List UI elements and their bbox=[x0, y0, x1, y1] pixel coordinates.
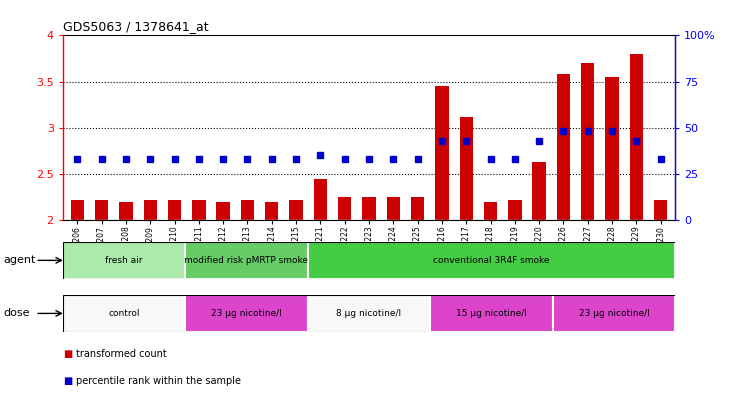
Bar bbox=[185, 242, 308, 279]
Text: 15 μg nicotine/l: 15 μg nicotine/l bbox=[456, 309, 527, 318]
Text: agent: agent bbox=[4, 255, 36, 265]
Bar bbox=[508, 200, 522, 220]
Text: 23 μg nicotine/l: 23 μg nicotine/l bbox=[579, 309, 649, 318]
Text: ■: ■ bbox=[63, 349, 72, 359]
Bar bbox=[308, 295, 430, 332]
Text: control: control bbox=[108, 309, 139, 318]
Bar bbox=[484, 202, 497, 220]
Bar bbox=[216, 202, 230, 220]
Text: 23 μg nicotine/l: 23 μg nicotine/l bbox=[211, 309, 282, 318]
Text: transformed count: transformed count bbox=[76, 349, 167, 359]
Bar bbox=[185, 295, 308, 332]
Bar bbox=[314, 178, 327, 220]
Bar bbox=[630, 54, 643, 220]
Bar bbox=[144, 200, 157, 220]
Text: conventional 3R4F smoke: conventional 3R4F smoke bbox=[433, 256, 550, 265]
Text: 8 μg nicotine/l: 8 μg nicotine/l bbox=[337, 309, 401, 318]
Bar bbox=[265, 202, 278, 220]
Bar bbox=[120, 202, 133, 220]
Bar bbox=[387, 197, 400, 220]
Bar bbox=[63, 242, 185, 279]
Bar bbox=[71, 200, 84, 220]
Bar bbox=[430, 295, 553, 332]
Bar bbox=[168, 200, 182, 220]
Text: ■: ■ bbox=[63, 376, 72, 386]
Bar bbox=[63, 295, 185, 332]
Bar bbox=[435, 86, 449, 220]
Bar bbox=[556, 74, 570, 220]
Bar bbox=[605, 77, 618, 220]
Text: GDS5063 / 1378641_at: GDS5063 / 1378641_at bbox=[63, 20, 208, 33]
Bar bbox=[289, 200, 303, 220]
Bar bbox=[362, 197, 376, 220]
Text: dose: dose bbox=[4, 309, 30, 318]
Bar bbox=[532, 162, 546, 220]
Bar bbox=[192, 200, 206, 220]
Bar bbox=[654, 200, 667, 220]
Bar bbox=[308, 242, 675, 279]
Bar bbox=[411, 197, 424, 220]
Text: modified risk pMRTP smoke: modified risk pMRTP smoke bbox=[184, 256, 308, 265]
Bar bbox=[553, 295, 675, 332]
Text: percentile rank within the sample: percentile rank within the sample bbox=[76, 376, 241, 386]
Bar bbox=[241, 200, 254, 220]
Bar bbox=[460, 117, 473, 220]
Bar bbox=[581, 63, 594, 220]
Bar bbox=[338, 197, 351, 220]
Text: fresh air: fresh air bbox=[106, 256, 142, 265]
Bar bbox=[95, 200, 108, 220]
